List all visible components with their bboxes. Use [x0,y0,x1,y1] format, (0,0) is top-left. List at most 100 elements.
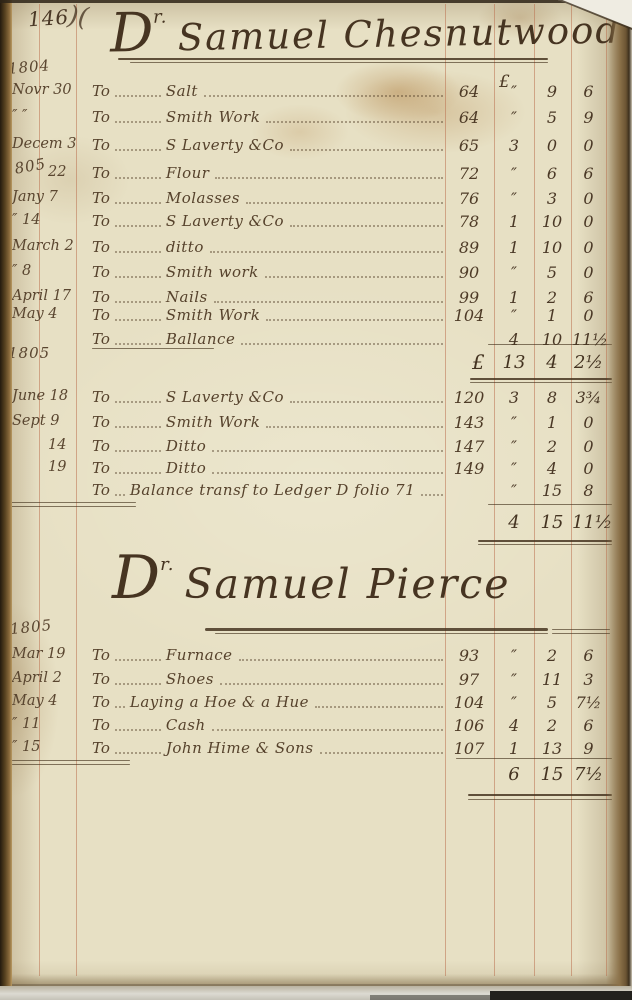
pence-value: 6 [583,288,594,307]
folio-number: 104 [453,693,485,712]
entry-line: To Shoes [92,670,443,690]
entry-line: To Smith Work [92,413,443,433]
pence-value: 0 [583,189,594,208]
entry-prefix: To [92,388,110,406]
pounds-value: ″ [511,693,517,712]
shillings-value: 8 [546,388,558,407]
entry-description: Smith Work [165,413,261,431]
title-underline [215,633,548,634]
entry-prefix: To [92,108,110,126]
entry-prefix: To [92,693,110,711]
entry-date: ″ 8 [12,263,32,279]
pence-value: 7½ [575,693,602,712]
pence-value: 8 [583,481,594,500]
shillings-value: 9 [546,82,558,101]
entry-date: May 4 [12,306,58,322]
pence-value: 0 [583,136,594,155]
entry-description: Nails [165,288,208,306]
shillings-value: 5 [546,108,558,127]
pence-value: 3 [583,670,594,689]
entry-line: To Smith Work [92,108,443,128]
entry-date: June 18 [12,388,69,404]
dotted-leader [114,426,161,428]
ledger-entry-row: March 2 To ditto 89 1 10 0 [0,238,632,260]
dotted-leader [241,343,443,345]
pounds-value: ″ [511,306,517,325]
entry-line: To Furnace [92,646,443,666]
pounds-value: 1 [508,288,520,307]
folio-number: 120 [453,388,485,407]
ink-rule [12,764,130,765]
entry-description: Ditto [165,437,207,455]
pound-sign: £ [472,350,485,374]
ledger-entry-row: ″ 8 To Smith work 90 ″ 5 0 [0,263,632,285]
dotted-leader [289,401,443,403]
ledger-entry-row: 19 To Ditto 149 ″ 4 0 [0,459,632,481]
dotted-leader [289,149,443,151]
entry-description: Flour [165,164,210,182]
ledger-entry-row: To Balance transf to Ledger D folio 71 ″ … [0,481,632,503]
dotted-leader [219,683,443,685]
entry-prefix: To [92,330,110,348]
entry-description: Smith work [165,263,259,281]
entry-date: 14 [48,437,67,453]
entry-description: ditto [165,238,204,256]
entry-line: To Ditto [92,459,443,479]
entry-description: Salt [165,82,198,100]
entry-description: Cash [165,716,206,734]
entry-prefix: To [92,670,110,688]
folio-number: 99 [458,288,480,307]
dotted-leader [114,225,161,227]
folio-number: 64 [458,108,480,127]
pence-value: 6 [583,716,594,735]
entry-line: To S Laverty &Co [92,136,443,156]
folio-number: 89 [458,238,480,257]
shillings-value: 5 [546,693,558,712]
entry-line: To Molasses [92,189,443,209]
pounds-total: 6 [508,764,520,785]
pence-total: 7½ [574,764,603,785]
pounds-value: ″ [511,413,517,432]
shillings-value: 10 [541,238,563,257]
ink-rule [468,799,612,800]
dotted-leader [114,706,125,708]
shillings-value: 10 [541,330,563,349]
pounds-value: 1 [508,238,520,257]
entry-date: ″ 14 [12,212,41,228]
dotted-leader [114,121,161,123]
folio-number: 107 [453,739,485,758]
pence-value: 6 [583,82,594,101]
entry-description: Ballance [165,330,236,348]
entry-line: To Nails [92,288,443,308]
dotted-leader [211,729,443,731]
dotted-leader [266,319,443,321]
entry-line: To Cash [92,716,443,736]
dotted-leader [114,251,161,253]
shillings-value: 10 [541,212,563,231]
pence-value: 0 [583,306,594,325]
ruled-line-margin-left [39,4,40,976]
ledger-entry-row: ″ 11 To Cash 106 4 2 6 [0,716,632,738]
title-underline [130,62,548,63]
pounds-value: ″ [511,263,517,282]
entry-date: April 17 [12,288,72,304]
shillings-value: 2 [546,646,558,665]
entry-date: Mar 19 [12,646,66,662]
pence-value: 6 [583,164,594,183]
ink-rule [478,544,612,545]
folio-number: 65 [458,136,480,155]
entry-line: To Smith work [92,263,443,283]
dotted-leader [114,472,161,474]
entry-prefix: To [92,136,110,154]
shillings-value: 11 [541,670,563,689]
entry-description: S Laverty &Co [165,136,284,154]
ink-rule [470,382,612,383]
dotted-leader [114,149,161,151]
entry-description: Furnace [165,646,233,664]
pounds-value: ″ [511,459,517,478]
entry-prefix: To [92,288,110,306]
entry-prefix: To [92,306,110,324]
page-bottom-edge [0,974,632,986]
pounds-value: ″ [511,108,517,127]
